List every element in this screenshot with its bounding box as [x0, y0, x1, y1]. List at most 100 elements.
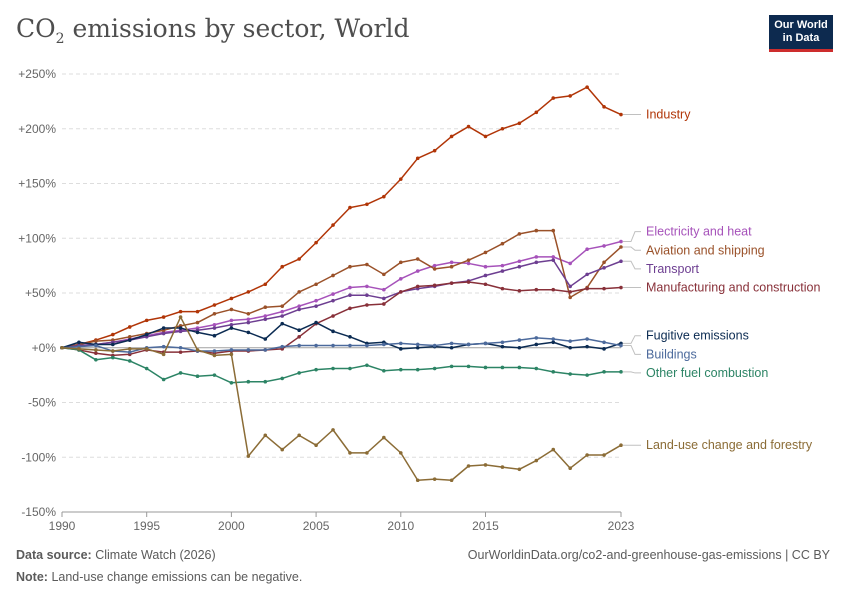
data-point	[365, 284, 369, 289]
data-point	[585, 272, 589, 277]
data-point	[534, 255, 539, 259]
data-point	[127, 335, 132, 339]
data-point	[246, 320, 251, 325]
data-point	[500, 263, 505, 268]
data-point	[229, 352, 234, 357]
series-label: Aviation and shipping	[646, 243, 765, 257]
source-url[interactable]: OurWorldinData.org/co2-and-greenhouse-ga…	[467, 548, 830, 562]
owid-logo[interactable]: Our World in Data	[769, 15, 833, 52]
data-point	[161, 326, 166, 330]
data-point	[263, 314, 268, 318]
y-tick-label: +200%	[18, 122, 56, 136]
data-point	[602, 260, 606, 265]
data-point	[585, 247, 589, 251]
data-point	[483, 264, 488, 269]
data-point	[602, 370, 606, 374]
data-point	[144, 347, 149, 351]
data-point	[161, 377, 166, 382]
data-point	[178, 315, 183, 319]
data-point	[263, 317, 268, 322]
data-point	[314, 320, 318, 325]
x-axis: 1990 1995 2000 2005 2010 2015 2023	[49, 511, 635, 533]
data-point	[415, 478, 420, 483]
data-point	[348, 306, 352, 311]
data-point	[466, 342, 471, 347]
series-line	[61, 86, 622, 349]
data-point	[212, 326, 217, 330]
data-point	[382, 435, 386, 440]
series-line	[61, 321, 622, 350]
data-point	[432, 263, 437, 268]
data-point	[297, 328, 301, 333]
data-point	[466, 364, 471, 369]
data-point	[382, 368, 386, 373]
data-point	[500, 269, 505, 273]
label-connector	[623, 371, 641, 374]
series-label: Land-use change and forestry	[646, 438, 813, 452]
data-point	[365, 262, 369, 267]
data-point	[568, 372, 572, 376]
data-point	[331, 292, 335, 296]
data-point	[415, 345, 420, 350]
data-point	[111, 332, 115, 337]
data-point	[365, 343, 369, 348]
data-point	[517, 259, 522, 264]
x-tick-label: 2000	[218, 519, 245, 533]
data-point	[161, 315, 166, 319]
data-point	[348, 451, 352, 455]
data-point	[348, 293, 352, 297]
data-point	[229, 318, 234, 323]
data-point	[382, 272, 386, 277]
data-source-value[interactable]: Climate Watch (2026)	[95, 548, 216, 562]
data-point	[331, 329, 335, 334]
series-line	[61, 259, 622, 349]
data-point	[398, 451, 403, 455]
data-point	[534, 336, 539, 340]
data-point	[314, 240, 318, 245]
data-point	[568, 339, 572, 343]
y-axis-tick-labels: +250% +200% +150% +100% +50% +0% -50% -100% -150…	[18, 67, 56, 519]
data-point	[195, 374, 200, 379]
data-point	[280, 344, 285, 349]
y-tick-label: +150%	[18, 177, 56, 191]
data-point	[568, 94, 572, 98]
data-point	[517, 264, 522, 269]
data-point	[534, 260, 539, 265]
data-point	[331, 428, 335, 432]
data-point	[602, 266, 606, 270]
data-point	[280, 321, 285, 326]
data-point	[449, 134, 454, 139]
data-point	[398, 367, 403, 372]
data-point	[449, 281, 454, 285]
data-point	[178, 371, 183, 375]
data-point	[415, 342, 420, 347]
data-point	[365, 451, 369, 455]
data-point	[551, 287, 556, 292]
data-point	[161, 331, 166, 336]
data-point	[619, 112, 623, 117]
data-point	[551, 340, 556, 345]
data-point	[483, 463, 488, 467]
data-point	[111, 349, 115, 353]
data-point	[365, 303, 369, 307]
data-point	[585, 337, 589, 341]
data-point	[602, 340, 606, 345]
data-point	[195, 320, 200, 325]
data-point	[398, 341, 403, 346]
series-label: Fugitive emissions	[646, 329, 749, 343]
y-tick-label: +50%	[25, 286, 56, 300]
data-point	[619, 239, 623, 244]
data-point	[619, 370, 623, 374]
data-point	[415, 284, 420, 289]
data-point	[348, 366, 352, 371]
data-point	[382, 302, 386, 306]
data-point	[280, 376, 285, 381]
label-connector	[623, 335, 641, 344]
data-point	[263, 348, 268, 352]
data-point	[212, 353, 217, 358]
data-point	[246, 317, 251, 322]
data-point	[195, 348, 200, 352]
series-label: Electricity and heat	[646, 225, 752, 239]
data-point	[246, 330, 251, 335]
data-point	[314, 343, 318, 348]
